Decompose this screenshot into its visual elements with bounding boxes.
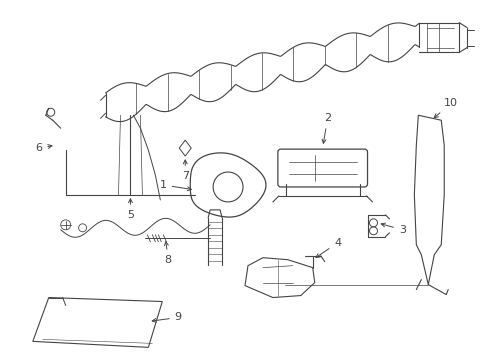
Text: 5: 5 [127, 199, 134, 220]
Text: 7: 7 [182, 160, 189, 181]
Text: 1: 1 [160, 180, 192, 191]
Text: 8: 8 [165, 242, 172, 265]
Text: 6: 6 [35, 143, 52, 153]
Text: 10: 10 [434, 98, 458, 118]
Text: 2: 2 [322, 113, 331, 143]
Text: 9: 9 [152, 312, 182, 323]
Text: 3: 3 [381, 223, 406, 235]
Text: 4: 4 [316, 238, 341, 257]
